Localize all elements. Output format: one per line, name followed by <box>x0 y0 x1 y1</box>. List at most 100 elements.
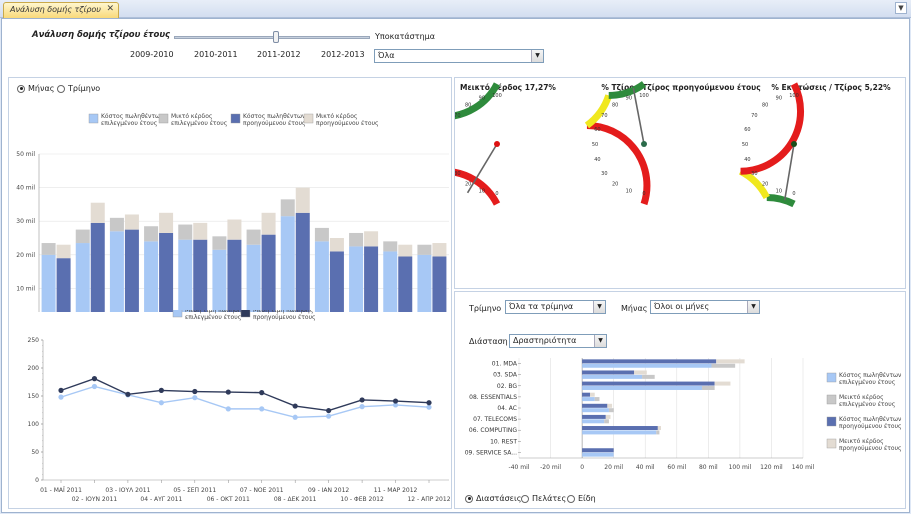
bar-cost-current <box>582 397 595 402</box>
gauge-tick-label: 30 <box>455 171 461 177</box>
bar-profit-previous <box>329 238 344 252</box>
x-tick-label: 01 - ΜΑΪ 2011 <box>40 487 82 494</box>
radio-dimensions[interactable]: Διαστάσεις <box>465 494 521 503</box>
bar-cost-previous <box>582 392 590 397</box>
gauge-tick-label: 80 <box>762 102 768 108</box>
bar-cost-previous <box>432 256 447 312</box>
series-point <box>359 397 365 403</box>
gauge-title: Μεικτό κέρδος 17,27% <box>460 83 556 92</box>
chevron-down-icon[interactable]: ▼ <box>531 50 543 62</box>
radio-month[interactable]: Μήνας <box>17 84 54 93</box>
year-slider-thumb[interactable] <box>273 31 279 43</box>
gauge-tick-label: 50 <box>742 142 748 148</box>
year-label[interactable]: 2010-2011 <box>194 50 238 59</box>
y-tick-label: 07. TELECOMS <box>473 416 517 423</box>
bar-profit-previous <box>716 359 745 364</box>
x-tick-label: 140 mil <box>792 464 815 471</box>
bar-profit-previous <box>56 244 71 259</box>
bar-cost-current <box>582 430 657 435</box>
gauge-tick-label: 100 <box>492 93 502 99</box>
series-point <box>192 388 198 395</box>
legend-label: Κόστος πωληθέντων <box>839 416 902 423</box>
gauge-tick-label: 40 <box>594 157 600 163</box>
quarter-label: Τρίμηνο <box>469 304 502 313</box>
x-tick-label: 09 - ΙΑΝ 2012 <box>308 487 349 494</box>
series-point <box>158 400 164 406</box>
legend-label: προηγούμενου έτους <box>253 314 316 321</box>
year-slider-track[interactable] <box>174 36 370 39</box>
year-label[interactable]: 2011-2012 <box>257 50 301 59</box>
bar-cost-previous <box>582 448 614 453</box>
gauge-tick-label: 20 <box>465 182 471 188</box>
bar-profit-previous <box>90 202 105 223</box>
dimension-panel: Τρίμηνο Όλα τα τρίμηνα ▼ Μήνας Όλοι οι μ… <box>454 291 906 509</box>
radio-quarter[interactable]: Τρίμηνο <box>57 84 100 93</box>
gauge-tick-label: 10 <box>776 189 782 195</box>
series-line <box>60 385 430 418</box>
bar-profit-current <box>41 243 56 255</box>
series-point <box>259 406 265 412</box>
y-tick-label: 08. ESSENTIALS <box>469 394 517 401</box>
y-tick-label: 03. SDA <box>493 372 518 379</box>
month-select[interactable]: Όλοι οι μήνες ▼ <box>650 300 760 314</box>
year-label[interactable]: 2012-2013 <box>321 50 365 59</box>
series-point <box>426 400 432 406</box>
gauge-tick-label: 100 <box>789 93 799 99</box>
x-tick-label: 10 - ΦΕΒ 2012 <box>340 496 384 503</box>
y-tick-label: 04. AC <box>497 405 517 412</box>
gauge-tick-label: 60 <box>594 127 600 133</box>
x-tick-label: 07 - ΝΟΕ 2011 <box>240 487 284 494</box>
series-point <box>392 402 399 408</box>
legend-label: Μέση τιμή πώλησης <box>253 310 313 314</box>
legend-label: Μεικτό κέρδος <box>839 394 884 401</box>
bar-cost-previous <box>56 258 71 312</box>
legend-label: Κόστος πωληθέντων <box>101 113 164 120</box>
series-point <box>225 406 231 412</box>
series-point <box>58 394 64 400</box>
series-point <box>292 414 298 420</box>
bar-profit-previous <box>159 212 174 233</box>
gauge-tick-label: 10 <box>626 189 632 195</box>
legend-swatch <box>88 113 99 124</box>
x-tick-label: 11 - ΜΑΡ 2012 <box>374 487 418 494</box>
bar-cost-current <box>109 231 124 312</box>
year-label[interactable]: 2009-2010 <box>130 50 174 59</box>
legend-swatch <box>826 438 837 449</box>
bar-profit-current <box>383 241 398 252</box>
bar-profit-current <box>349 232 364 247</box>
series-point <box>292 403 298 409</box>
series-point <box>192 395 198 401</box>
bar-profit-previous <box>261 212 276 235</box>
gauge-tick-label: 70 <box>601 113 607 119</box>
chevron-down-icon[interactable]: ▼ <box>594 335 606 347</box>
dimension-select[interactable]: Δραστηριότητα ▼ <box>509 334 607 348</box>
y-tick-label: 40 mil <box>16 185 35 192</box>
bar-profit-previous <box>714 381 731 386</box>
bar-profit-current <box>178 224 193 240</box>
series-point <box>359 404 365 410</box>
branch-select[interactable]: Όλα ▼ <box>374 49 544 63</box>
tab-analysis[interactable]: Ανάλυση δομής τζίρου ✕ <box>3 2 119 18</box>
radio-customers[interactable]: Πελάτες <box>521 494 566 503</box>
quarter-select[interactable]: Όλα τα τρίμηνα ▼ <box>505 300 606 314</box>
chevron-down-icon[interactable]: ▼ <box>895 2 907 14</box>
chevron-down-icon[interactable]: ▼ <box>593 301 605 313</box>
legend-label: επιλεγμένου έτους <box>101 120 157 127</box>
y-tick-label: 10. REST <box>490 438 517 445</box>
bar-profit-current <box>594 397 600 402</box>
legend-swatch <box>303 113 314 124</box>
bar-cost-current <box>314 241 329 312</box>
series-point <box>158 387 164 393</box>
gauge-tick-label: 80 <box>612 102 618 108</box>
gauge-tick-label: 40 <box>744 157 750 163</box>
bar-cost-previous <box>582 426 658 431</box>
close-icon[interactable]: ✕ <box>106 4 114 14</box>
bar-cost-current <box>349 246 364 312</box>
legend-label: επιλεγμένου έτους <box>185 314 241 321</box>
legend-swatch <box>826 372 837 383</box>
chevron-down-icon[interactable]: ▼ <box>747 301 759 313</box>
radio-items[interactable]: Είδη <box>567 494 596 503</box>
bar-cost-previous <box>582 403 608 408</box>
x-tick-label: 08 - ΔΕΚ 2011 <box>274 496 317 503</box>
legend-swatch <box>826 416 837 427</box>
